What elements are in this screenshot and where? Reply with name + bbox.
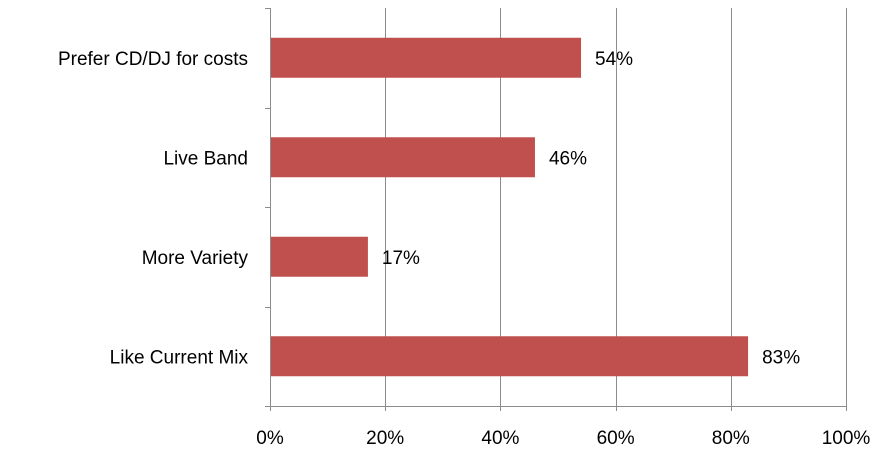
bar bbox=[271, 137, 535, 178]
data-label: 54% bbox=[595, 49, 633, 70]
category-label: Prefer CD/DJ for costs bbox=[58, 49, 248, 70]
x-tick-label: 40% bbox=[481, 428, 519, 449]
bar bbox=[271, 37, 582, 78]
category-label: More Variety bbox=[142, 248, 249, 269]
data-label: 83% bbox=[762, 347, 800, 368]
data-label: 17% bbox=[382, 248, 420, 269]
bar bbox=[271, 236, 368, 277]
labels: 0% 20% 40% 60% 80% 100% 83% Like Current Mix 17%… bbox=[58, 49, 870, 449]
x-tick-label: 60% bbox=[597, 428, 635, 449]
bars bbox=[271, 37, 749, 377]
axes bbox=[265, 8, 847, 411]
data-label: 46% bbox=[549, 148, 587, 169]
bar bbox=[271, 336, 749, 377]
x-tick-label: 80% bbox=[712, 428, 750, 449]
category-label: Like Current Mix bbox=[110, 347, 249, 368]
x-tick-label: 0% bbox=[256, 428, 284, 449]
x-tick-label: 20% bbox=[366, 428, 404, 449]
x-tick-label: 100% bbox=[822, 428, 871, 449]
category-label: Live Band bbox=[163, 148, 248, 169]
